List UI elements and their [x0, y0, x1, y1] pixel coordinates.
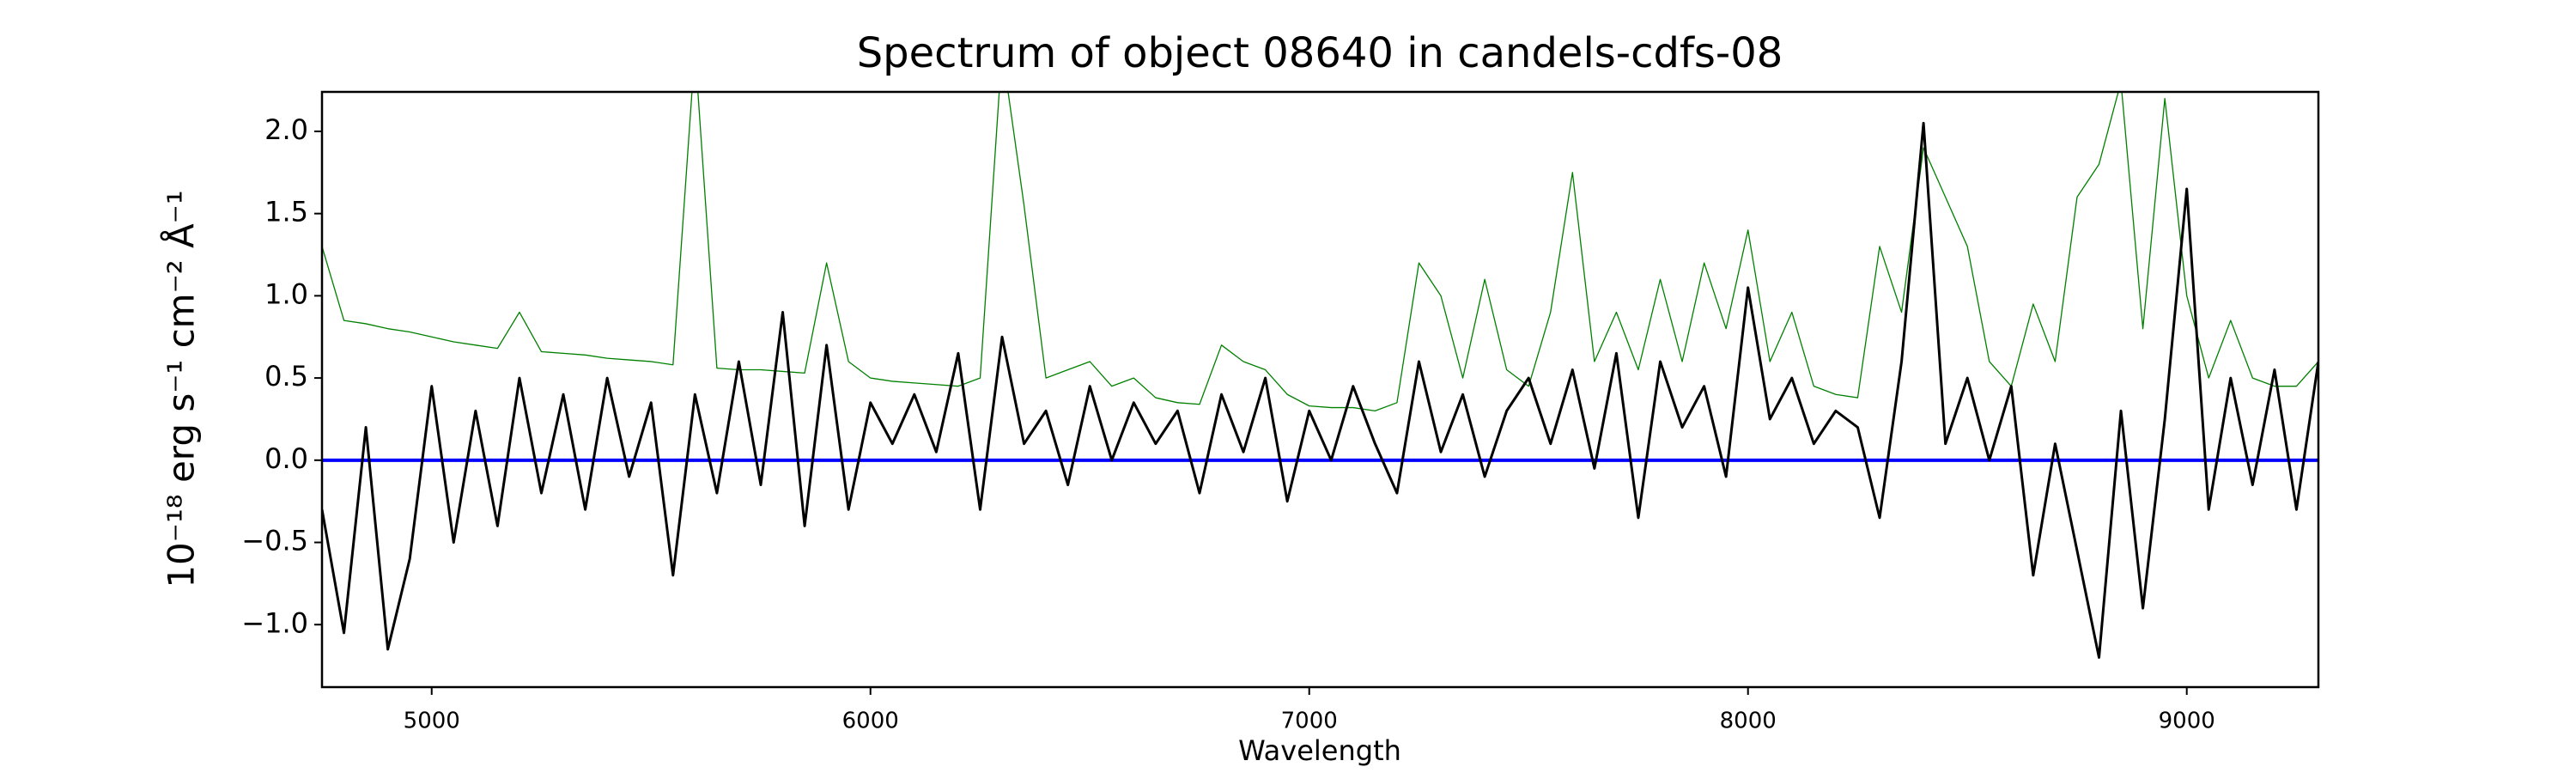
y-axis-label: 10⁻¹⁸ erg s⁻¹ cm⁻² Å⁻¹	[160, 190, 203, 587]
y-tick-label: 1.0	[264, 277, 308, 310]
x-axis-label: Wavelength	[1238, 734, 1401, 767]
x-tick-label: 9000	[2159, 709, 2215, 734]
spectrum-line	[322, 92, 2318, 412]
y-tick-label: −0.5	[241, 525, 308, 557]
x-tick-label: 5000	[404, 709, 460, 734]
plot-frame	[320, 90, 2320, 689]
y-tick-label: 2.0	[264, 113, 308, 146]
x-tick-label: 6000	[842, 709, 899, 734]
chart-title: Spectrum of object 08640 in candels-cdfs…	[857, 29, 1783, 77]
y-tick-label: 0.5	[264, 360, 308, 393]
y-tick-label: 1.5	[264, 196, 308, 228]
x-tick-label: 8000	[1720, 709, 1777, 734]
spectrum-line	[322, 121, 2318, 660]
plot-lines	[322, 92, 2318, 660]
y-tick-label: 0.0	[264, 442, 308, 475]
x-tick-label: 7000	[1281, 709, 1338, 734]
y-tick-label: −1.0	[241, 606, 308, 639]
